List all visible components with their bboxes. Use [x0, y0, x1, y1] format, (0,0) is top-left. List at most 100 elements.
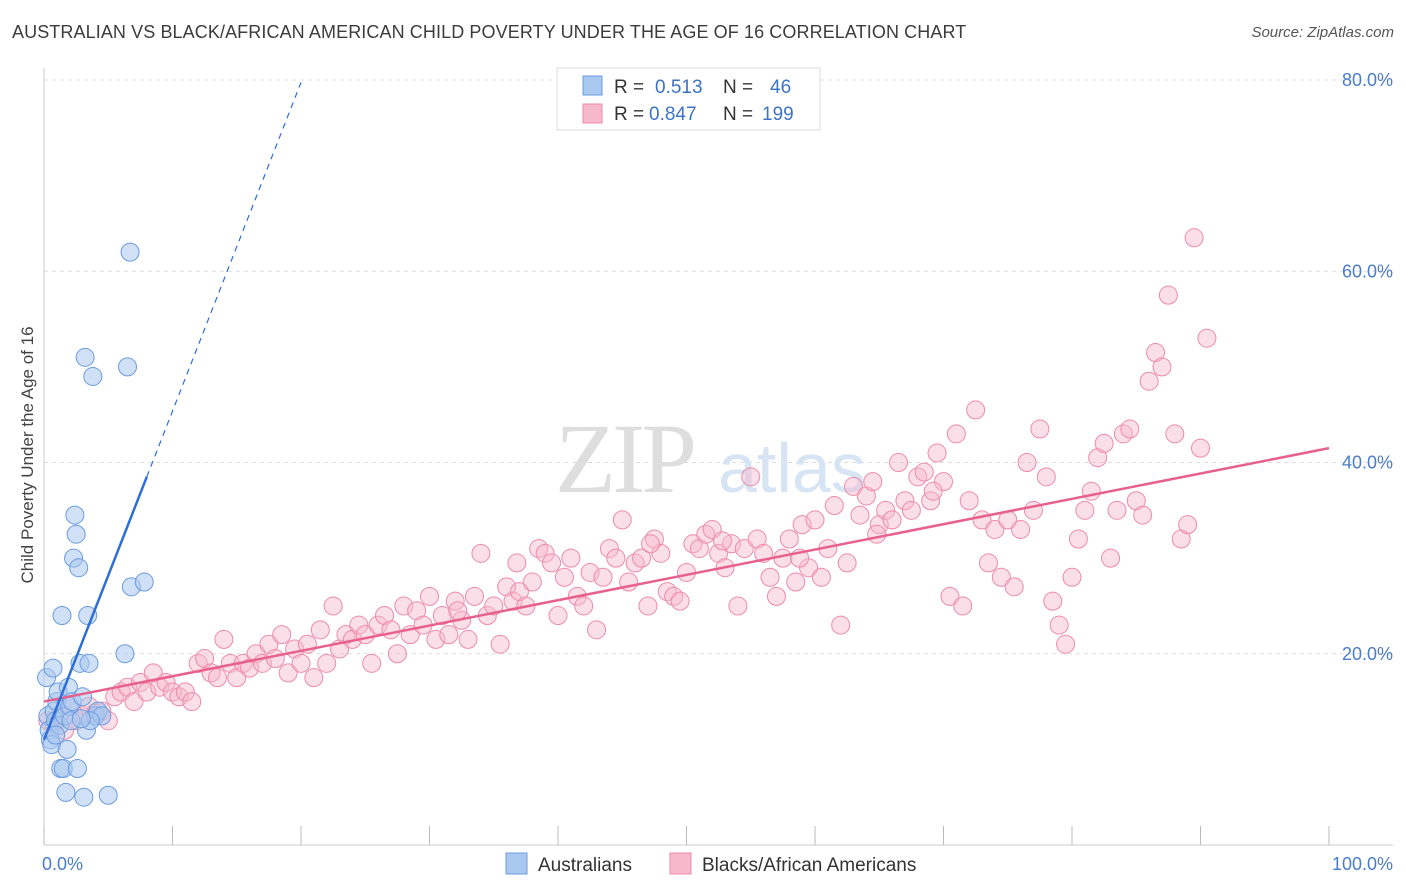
point-blacks — [940, 586, 960, 606]
point-australians — [120, 242, 140, 262]
point-blacks — [484, 596, 504, 616]
point-blacks — [1126, 491, 1146, 511]
bottom-legend-australians: Australians — [538, 855, 632, 876]
point-australians — [75, 347, 95, 367]
legend-n-label: N = — [723, 104, 753, 125]
point-blacks — [458, 629, 478, 649]
point-blacks — [728, 596, 748, 616]
point-blacks — [368, 615, 388, 635]
trend-line-australians-extension — [146, 82, 302, 478]
legend-swatch-australians — [582, 75, 603, 96]
point-blacks — [882, 510, 902, 530]
point-blacks — [448, 601, 468, 621]
point-blacks — [1152, 357, 1172, 377]
watermark-zip: ZIP — [555, 403, 693, 514]
point-blacks — [207, 668, 227, 688]
legend-r-value: 0.513 — [655, 77, 703, 98]
source-label: Source: ZipAtlas.com — [1251, 24, 1394, 41]
point-blacks — [1004, 577, 1024, 597]
point-blacks — [272, 625, 292, 645]
point-blacks — [923, 481, 943, 501]
point-blacks — [651, 543, 671, 563]
point-blacks — [889, 453, 909, 472]
point-blacks — [1120, 419, 1140, 439]
point-australians — [78, 606, 98, 625]
bottom-legend-swatch-blacks — [669, 852, 692, 875]
point-blacks — [278, 663, 298, 683]
point-blacks — [844, 476, 864, 496]
point-blacks — [317, 653, 337, 673]
point-blacks — [901, 500, 921, 520]
point-blacks — [548, 606, 568, 625]
y-tick-labels: 20.0% 40.0% 60.0% 80.0% — [1342, 70, 1393, 664]
point-blacks — [1075, 500, 1095, 520]
point-blacks — [464, 586, 484, 606]
point-blacks — [741, 467, 761, 487]
point-blacks — [850, 505, 870, 525]
point-blacks — [175, 682, 195, 702]
legend-r-label: R = — [614, 77, 644, 98]
point-blacks — [638, 596, 658, 616]
point-blacks — [1191, 438, 1210, 458]
point-australians — [118, 357, 138, 377]
point-blacks — [240, 658, 260, 678]
point-blacks — [927, 443, 947, 463]
point-blacks — [811, 567, 831, 587]
watermark-atlas: atlas — [718, 429, 866, 507]
point-blacks — [349, 615, 369, 635]
point-australians — [71, 709, 91, 729]
point-blacks — [1043, 591, 1063, 611]
point-blacks — [490, 634, 510, 654]
trend-line-australians — [42, 476, 148, 741]
point-blacks — [323, 596, 343, 616]
legend-n-value: 199 — [762, 104, 794, 125]
point-blacks — [670, 591, 690, 611]
point-australians — [66, 524, 86, 544]
point-blacks — [432, 606, 452, 625]
point-blacks — [304, 668, 324, 688]
point-blacks — [1197, 328, 1217, 348]
point-blacks — [1017, 453, 1037, 472]
point-blacks — [214, 629, 234, 649]
point-blacks — [606, 548, 626, 568]
point-blacks — [1107, 500, 1127, 520]
point-blacks — [760, 567, 780, 587]
point-blacks — [953, 596, 973, 616]
point-australians — [65, 505, 85, 525]
point-blacks — [824, 496, 844, 516]
y-tick-label: 20.0% — [1342, 644, 1393, 664]
point-blacks — [689, 539, 709, 559]
point-blacks — [291, 653, 311, 673]
point-blacks — [471, 543, 491, 563]
point-blacks — [1011, 519, 1031, 539]
point-australians — [73, 687, 93, 707]
point-blacks — [124, 692, 144, 712]
point-blacks — [876, 500, 896, 520]
point-australians — [67, 759, 87, 778]
point-blacks — [381, 620, 401, 640]
point-australians — [115, 644, 135, 664]
point-blacks — [1146, 343, 1166, 363]
point-australians — [83, 366, 103, 386]
point-australians — [69, 558, 89, 578]
point-blacks — [497, 577, 517, 597]
point-blacks — [1184, 228, 1204, 248]
point-blacks — [837, 553, 857, 573]
point-blacks — [747, 529, 767, 549]
point-blacks — [580, 562, 600, 582]
point-blacks — [1139, 371, 1159, 391]
point-blacks — [914, 462, 934, 482]
point-blacks — [612, 510, 632, 530]
point-blacks — [535, 543, 555, 563]
point-blacks — [1056, 634, 1076, 654]
point-blacks — [554, 567, 574, 587]
point-blacks — [439, 625, 459, 645]
trend-line-blacks — [43, 446, 1330, 703]
point-blacks — [522, 572, 542, 592]
point-blacks — [1094, 433, 1114, 453]
point-blacks — [991, 567, 1011, 587]
point-blacks — [779, 529, 799, 549]
point-blacks — [712, 531, 732, 551]
y-axis-label: Child Poverty Under the Age of 16 — [18, 326, 37, 583]
point-australians — [134, 572, 154, 592]
